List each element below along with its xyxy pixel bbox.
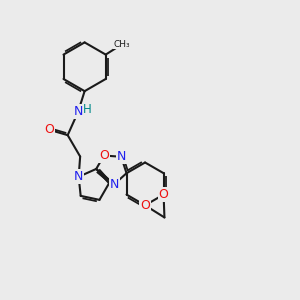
Text: N: N: [110, 178, 119, 191]
Text: H: H: [83, 103, 92, 116]
Text: N: N: [116, 150, 126, 163]
Text: O: O: [140, 199, 150, 212]
Text: O: O: [159, 188, 169, 201]
Text: N: N: [74, 170, 83, 183]
Text: CH₃: CH₃: [114, 40, 130, 49]
Text: O: O: [44, 123, 54, 136]
Text: O: O: [99, 149, 109, 162]
Text: N: N: [74, 106, 83, 118]
